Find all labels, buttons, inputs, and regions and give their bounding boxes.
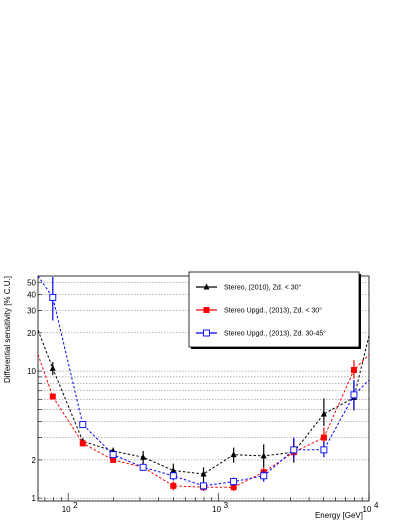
data-point [320, 410, 327, 417]
x-tick-label: 10 3 [212, 501, 228, 514]
legend-label: Stereo Upgd., (2013), Zd. < 30° [224, 307, 322, 315]
x-tick-mantissa: 10 [363, 505, 372, 514]
x-tick-label: 10 2 [62, 501, 78, 514]
y-tick-label: 1 [32, 494, 37, 503]
series-3 [38, 276, 369, 491]
data-point [230, 478, 238, 486]
data-point [49, 393, 56, 400]
x-tick-exponent: 4 [374, 501, 379, 510]
data-point [170, 482, 177, 489]
legend-shadow [359, 274, 361, 349]
data-point [260, 472, 268, 480]
legend-label: Stereo, (2010), Zd. < 30° [224, 284, 302, 292]
legend-shadow [191, 347, 361, 349]
data-point [79, 421, 87, 428]
x-tick-exponent: 3 [224, 501, 229, 510]
legend-entry-1: Stereo, (2010), Zd. < 30° [196, 283, 302, 292]
data-point [140, 453, 147, 460]
data-point [230, 484, 237, 491]
data-point [49, 293, 57, 301]
y-tick-label: 30 [27, 306, 36, 315]
y-tick-label: 50 [27, 278, 36, 287]
data-point [169, 472, 177, 480]
series-layer [38, 276, 369, 491]
y-tick-label: 2 [32, 456, 37, 465]
x-axis-title: Energy [GeV] [315, 511, 363, 520]
y-tick-label: 40 [27, 291, 36, 300]
data-point [290, 446, 298, 454]
y-axis: 1 2 10 20 30 40 50 [27, 278, 42, 503]
data-point [110, 456, 117, 463]
data-point [320, 446, 328, 454]
data-point [139, 463, 147, 471]
data-point [49, 364, 56, 371]
series-line [38, 329, 369, 475]
x-tick-mantissa: 10 [62, 505, 71, 514]
x-tick-exponent: 2 [73, 501, 78, 510]
legend-label: Stereo Upgd., (2013), Zd. 30-45° [224, 330, 326, 338]
data-point [203, 307, 210, 313]
x-tick-label: 10 4 [363, 501, 379, 514]
data-point [203, 329, 210, 337]
data-point [260, 452, 267, 459]
series-1 [38, 329, 369, 482]
x-tick-mantissa: 10 [212, 505, 221, 514]
data-point [350, 366, 357, 373]
data-point [203, 283, 210, 290]
y-tick-label: 10 [27, 367, 36, 376]
data-point [230, 451, 237, 458]
data-point [200, 482, 207, 490]
y-axis-title: Differential sensitivity [% C.U.] [3, 276, 12, 383]
legend-entry-2: Stereo Upgd., (2013), Zd. < 30° [196, 307, 322, 315]
data-point [109, 451, 117, 459]
data-point [350, 391, 358, 399]
data-point [170, 467, 177, 474]
legend-entry-3: Stereo Upgd., (2013), Zd. 30-45° [196, 330, 326, 338]
data-point [320, 434, 327, 441]
data-point [200, 470, 207, 477]
y-tick-label: 20 [27, 329, 36, 338]
data-point [79, 440, 86, 447]
legend: Stereo, (2010), Zd. < 30° Stereo Upgd., (… [188, 271, 361, 349]
x-axis: 10 2 10 3 10 4 [44, 493, 379, 514]
